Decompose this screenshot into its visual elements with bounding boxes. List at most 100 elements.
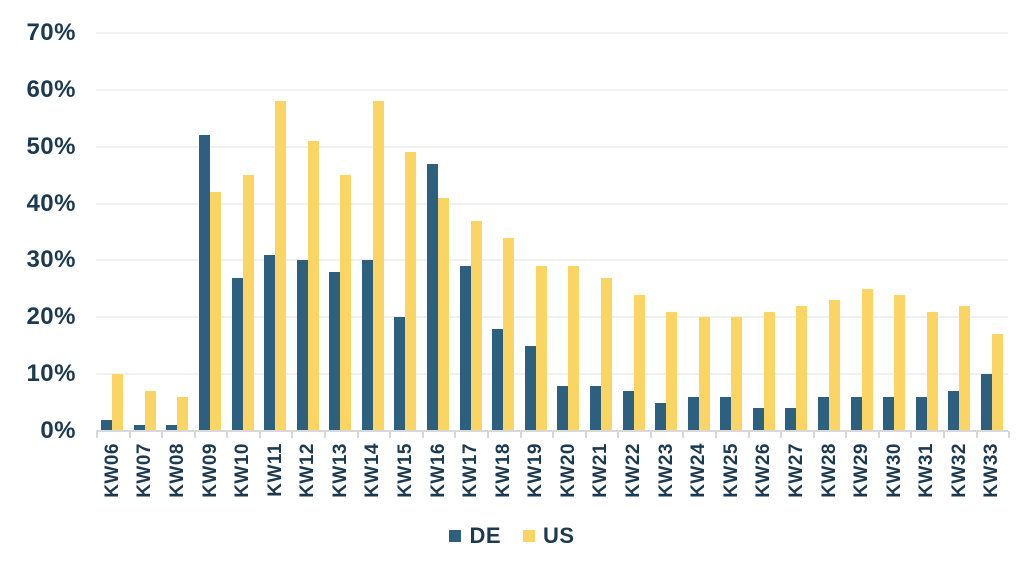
bar-group-kw09 [194,33,227,431]
x-axis-ticks [96,431,1011,438]
x-tick [489,431,522,438]
x-tick [847,431,880,438]
x-label-slot: KW16 [422,443,455,511]
x-label-slot: KW32 [943,443,976,511]
bar-de-kw33 [980,374,992,431]
legend-swatch-us [523,530,535,542]
x-tick [652,431,685,438]
x-axis-tick-label: KW09 [199,443,221,498]
bar-group-kw06 [96,33,129,431]
bar-de-kw18 [492,328,504,431]
x-label-slot: KW08 [161,443,194,511]
bar-us-kw24 [698,317,710,431]
x-axis-tick-label: KW10 [232,443,254,498]
bar-group-kw23 [650,33,683,431]
x-label-slot: KW23 [650,443,683,511]
gridline [96,259,1008,262]
x-tick [587,431,620,438]
x-label-slot: KW07 [129,443,162,511]
x-tick [196,431,229,438]
x-label-slot: KW14 [357,443,390,511]
bar-de-kw19 [524,345,536,431]
x-label-slot: KW17 [454,443,487,511]
gridline [96,32,1008,34]
bar-de-kw13 [329,271,341,431]
x-label-slot: KW30 [878,443,911,511]
bar-de-kw32 [948,391,960,431]
bar-group-kw24 [682,33,715,431]
x-label-slot: KW21 [585,443,618,511]
bar-us-kw07 [144,391,156,431]
x-axis-tick-label: KW20 [557,443,579,498]
bars-row [96,33,1008,431]
bar-group-kw10 [226,33,259,431]
bar-de-kw15 [394,317,406,431]
x-label-slot: KW15 [389,443,422,511]
x-tick [522,431,555,438]
plot-area [96,32,1008,432]
bar-us-kw18 [503,237,515,431]
x-axis-tick-label: KW23 [655,443,677,498]
gridline [96,316,1008,319]
x-axis-tick-label: KW32 [948,443,970,498]
bar-group-kw13 [324,33,357,431]
bar-us-kw22 [633,294,645,431]
x-tick [261,431,294,438]
x-label-slot: KW31 [910,443,943,511]
x-label-slot: KW10 [226,443,259,511]
bar-group-kw15 [389,33,422,431]
x-tick [391,431,424,438]
y-axis-tick-label: 10% [26,360,76,388]
x-label-slot: KW19 [520,443,553,511]
bar-us-kw21 [600,277,612,431]
x-tick [293,431,327,438]
bar-group-kw12 [291,33,324,431]
x-label-slot: KW29 [845,443,878,511]
bar-us-kw20 [568,266,580,431]
bar-group-kw07 [129,33,162,431]
x-axis-tick-label: KW31 [916,443,938,498]
gridline [96,373,1008,376]
bar-de-kw07 [133,425,145,431]
legend-item-de: DE [449,523,501,549]
x-tick [782,431,815,438]
bar-group-kw31 [910,33,943,431]
bar-group-kw22 [617,33,650,431]
x-tick [815,431,848,438]
x-axis-tick-label: KW15 [394,443,416,498]
x-label-slot: KW25 [715,443,748,511]
bar-group-kw20 [552,33,585,431]
bar-us-kw26 [763,311,775,431]
x-tick [880,431,913,438]
x-axis-tick-label: KW11 [264,443,286,497]
bar-group-kw33 [976,33,1009,431]
bar-group-kw19 [520,33,553,431]
x-tick [163,431,196,438]
x-axis-tick-label: KW07 [134,443,156,498]
x-tick [359,431,392,438]
x-axis-labels: KW06 KW07 KW08 KW09 KW10 KW11 KW12 KW13 KW14 KW15… [96,443,1008,511]
bar-group-kw11 [259,33,292,431]
bar-de-kw30 [883,396,895,431]
x-axis-tick-label: KW12 [297,443,319,498]
x-label-slot: KW22 [617,443,650,511]
bar-us-kw31 [926,311,938,431]
bar-us-kw19 [535,266,547,431]
x-tick [131,431,164,438]
bar-us-kw06 [112,374,124,431]
gridline [96,202,1008,205]
bar-de-kw26 [752,408,764,431]
x-axis-tick-label: KW17 [460,443,482,498]
legend-item-us: US [523,523,575,549]
x-label-slot: KW24 [682,443,715,511]
bar-group-kw25 [715,33,748,431]
bar-de-kw09 [199,135,211,431]
bar-de-kw16 [427,163,439,431]
x-tick [619,431,652,438]
bar-group-kw28 [813,33,846,431]
bar-us-kw12 [307,141,319,431]
x-axis-tick-label: KW26 [753,443,775,498]
x-axis-tick-label: KW30 [883,443,905,498]
x-tick [912,431,946,438]
x-label-slot: KW26 [748,443,781,511]
